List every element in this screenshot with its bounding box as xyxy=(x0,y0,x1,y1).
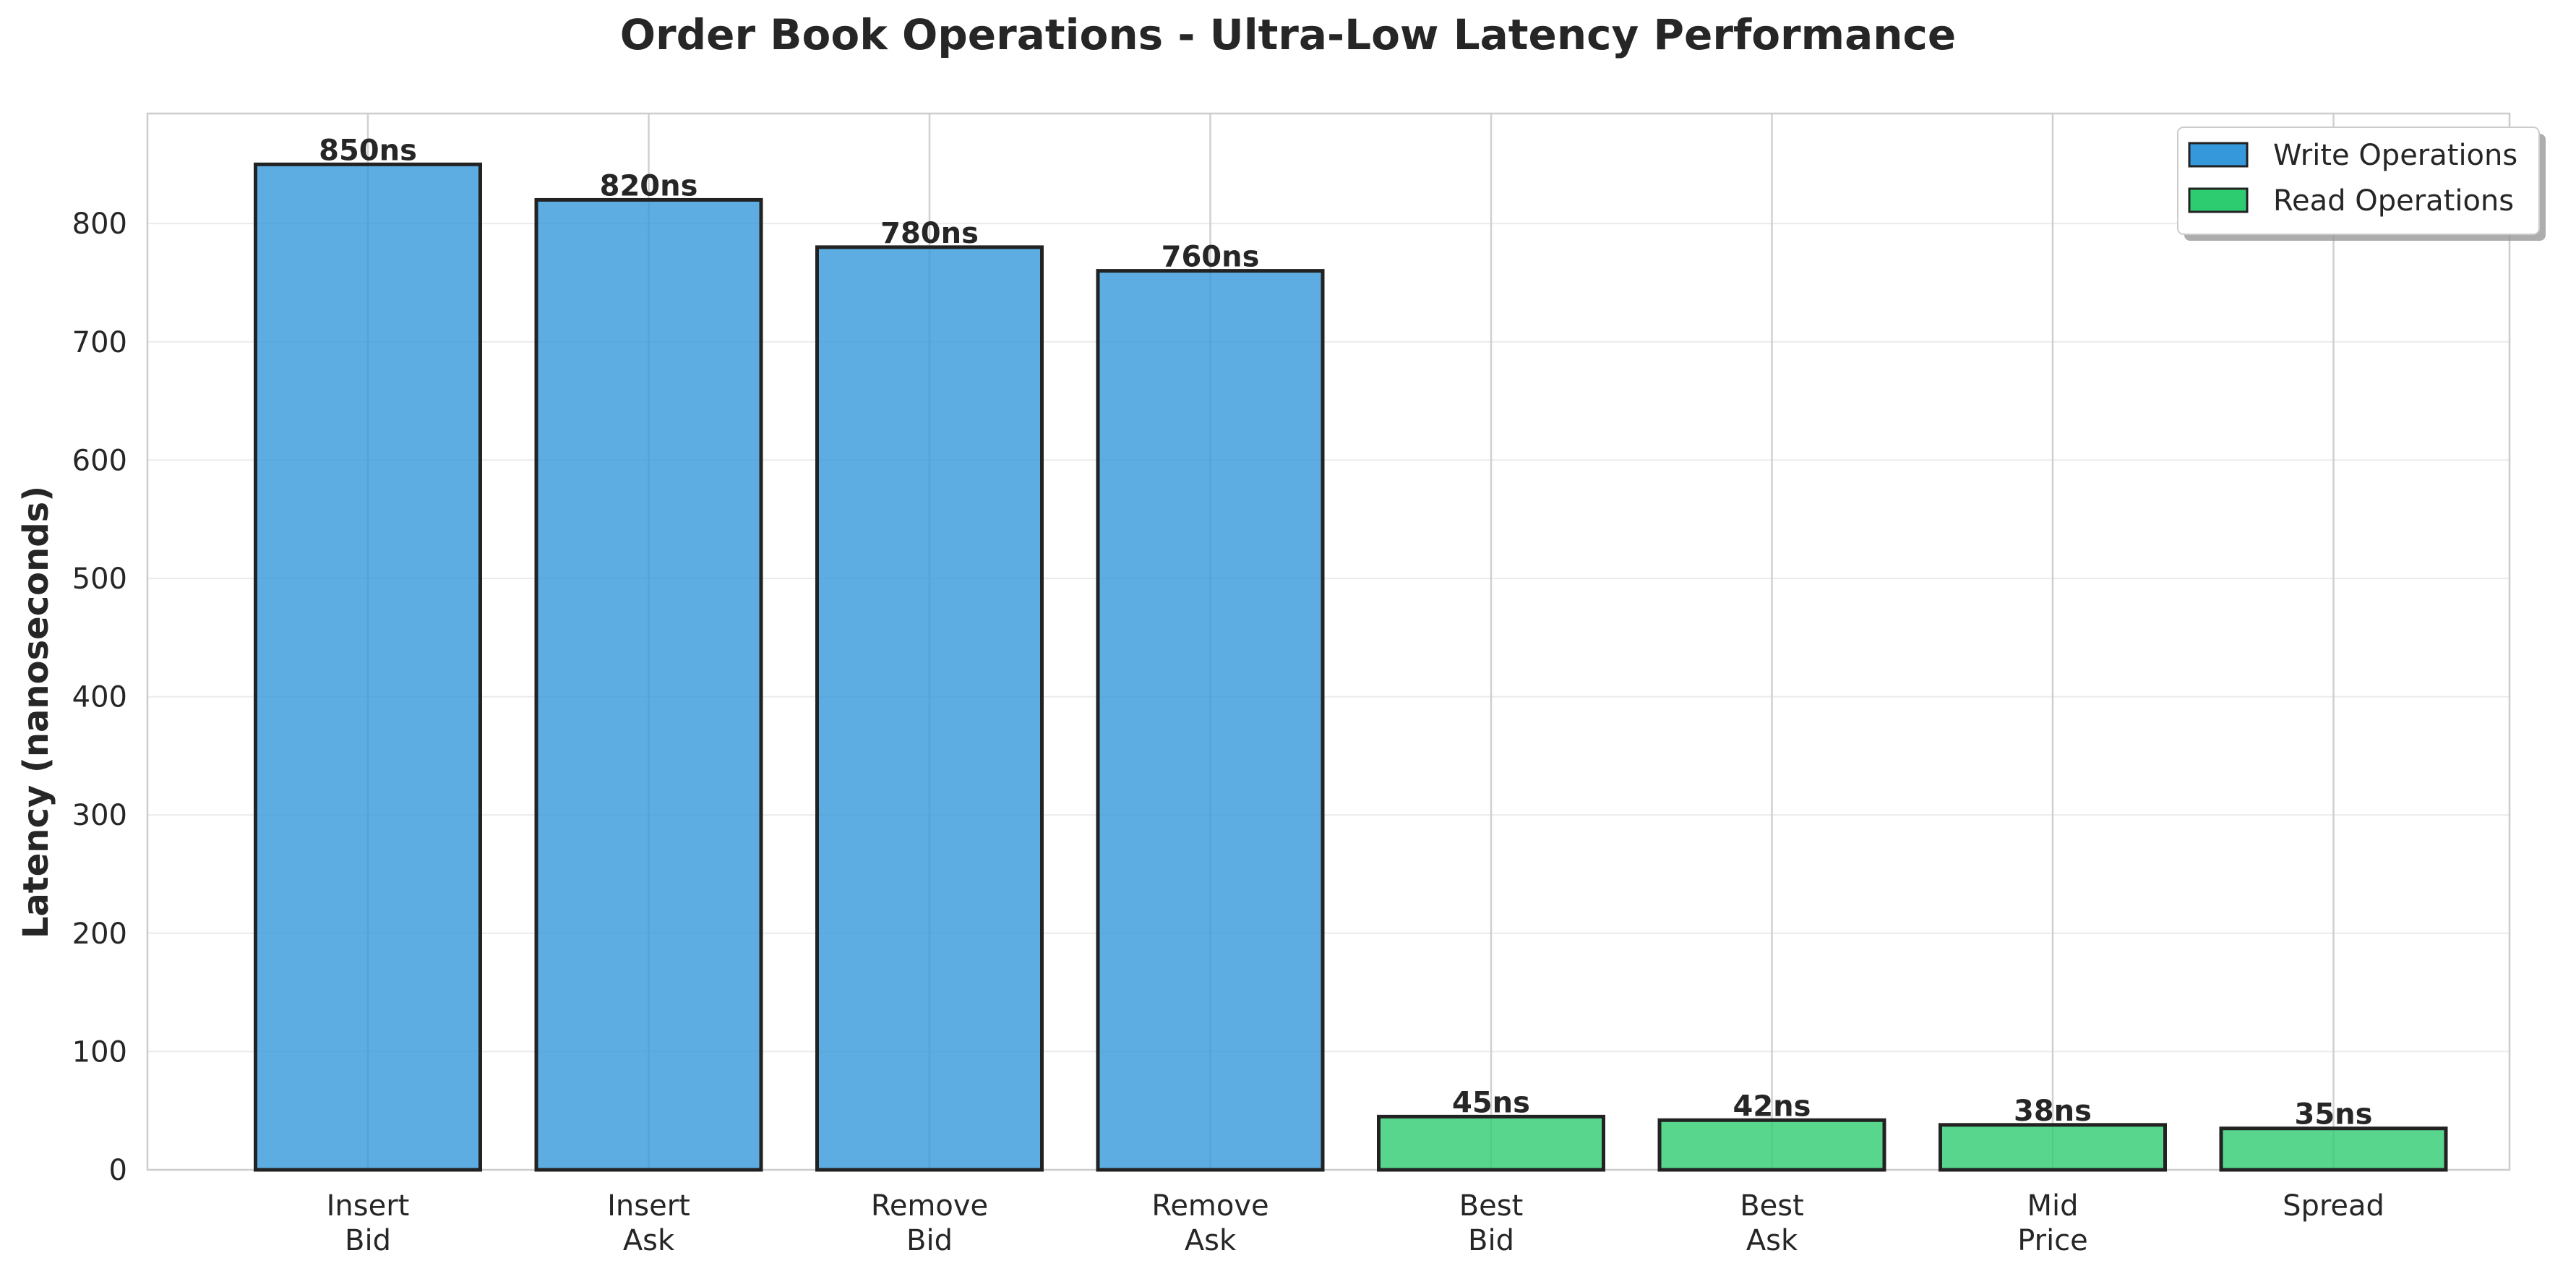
y-tick-label: 100 xyxy=(72,1035,127,1069)
bar-value-label: 850ns xyxy=(319,134,417,167)
x-tick-label: Best Bid xyxy=(1459,1189,1524,1257)
plot-area-frame xyxy=(146,112,2511,1171)
bar-value-labels: 850ns 820ns 780ns 760ns 45ns 42ns 38ns 35ns xyxy=(319,134,2372,1131)
bars xyxy=(254,162,2448,1172)
x-tick-label: Remove Ask xyxy=(1151,1189,1268,1257)
x-tick-label: Spread xyxy=(2283,1189,2384,1223)
legend-box xyxy=(2177,127,2540,235)
chart-title: Order Book Operations - Ultra-Low Latenc… xyxy=(620,10,1957,59)
legend-swatch-write xyxy=(2188,142,2249,168)
bar-read-4 xyxy=(1377,1114,1605,1172)
bar-write-2 xyxy=(815,245,1044,1172)
x-tick-label: Remove Bid xyxy=(871,1189,988,1257)
x-tick-label: Mid Price xyxy=(2017,1189,2088,1257)
legend: Write Operations Read Operations xyxy=(2177,127,2546,241)
y-tick-label: 300 xyxy=(72,799,127,832)
bar-value-label: 38ns xyxy=(2014,1095,2092,1128)
bar-write-3 xyxy=(1096,269,1325,1172)
y-axis-ticks: 0 100 200 300 400 500 600 700 800 xyxy=(72,208,127,1187)
legend-swatch-read xyxy=(2188,187,2249,213)
bar-value-label: 42ns xyxy=(1733,1090,1811,1123)
x-tick-label: Insert Bid xyxy=(327,1189,410,1257)
y-tick-label: 600 xyxy=(72,444,127,477)
y-tick-label: 800 xyxy=(72,208,127,241)
bar-write-0 xyxy=(254,162,482,1172)
bar-read-7 xyxy=(2219,1126,2448,1172)
y-axis-label: Latency (nanoseconds) xyxy=(16,486,56,938)
bar-read-5 xyxy=(1657,1118,1886,1172)
y-tick-label: 700 xyxy=(72,326,127,359)
bar-read-6 xyxy=(1939,1123,2167,1172)
y-tick-label: 200 xyxy=(72,917,127,951)
bar-value-label: 45ns xyxy=(1452,1086,1530,1119)
x-tick-label: Insert Ask xyxy=(607,1189,690,1257)
y-tick-label: 0 xyxy=(109,1154,127,1187)
y-tick-label: 400 xyxy=(72,681,127,714)
x-axis-ticks: Insert Bid Insert Ask Remove Bid Remove Ask Best… xyxy=(327,1189,2384,1257)
bar-value-label: 760ns xyxy=(1162,241,1260,274)
bar-value-label: 780ns xyxy=(880,217,979,250)
bar-value-label: 820ns xyxy=(600,169,698,202)
bar-write-1 xyxy=(534,197,763,1172)
x-tick-label: Best Ask xyxy=(1740,1189,1804,1257)
bar-value-label: 35ns xyxy=(2295,1098,2373,1132)
legend-label-read: Read Operations xyxy=(2273,184,2514,218)
legend-label-write: Write Operations xyxy=(2273,139,2517,172)
y-tick-label: 500 xyxy=(72,562,127,596)
